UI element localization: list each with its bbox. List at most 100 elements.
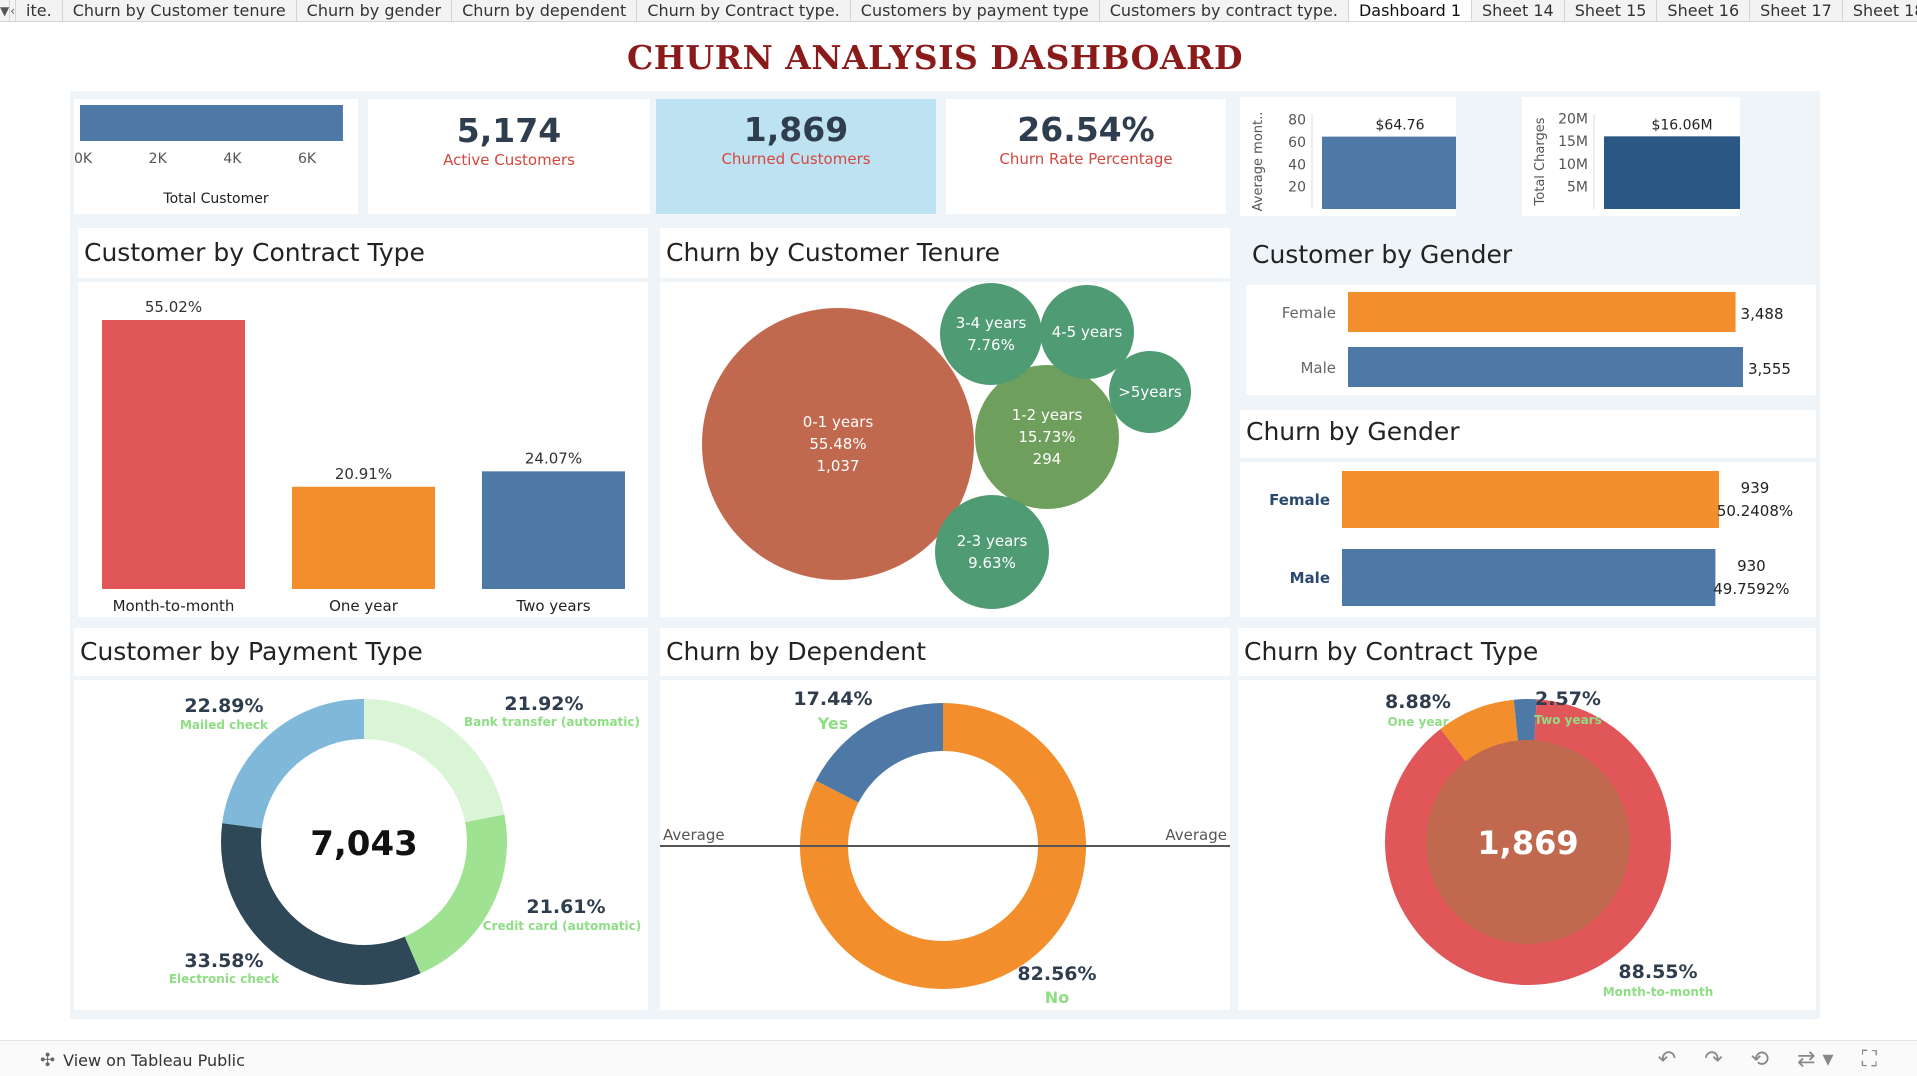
tenure-bubble-label-0: 0-1 years	[803, 413, 874, 431]
contract-bar-0[interactable]	[102, 320, 245, 589]
tenure-chart[interactable]: 0-1 years 55.48% 1,037 1-2 years 15.73% 294 2-…	[660, 282, 1230, 617]
total-customer-bar[interactable]	[80, 105, 343, 141]
tab-scroll-left-icon[interactable]: ‹	[10, 0, 17, 21]
contract-bar-2[interactable]	[482, 471, 625, 589]
payment-type-chart[interactable]: 7,043 21.92%Bank transfer (automatic) 21.6…	[74, 680, 648, 1010]
churn-gender-count-1: 930	[1737, 557, 1766, 575]
churn-contract-name-2: One year	[1387, 715, 1448, 729]
total-customer-tick: 4K	[223, 151, 242, 167]
undo-icon[interactable]: ↶	[1657, 1047, 1677, 1072]
total-charges-panel: 5M 10M 15M 20M $16.06M Total Charges	[1522, 97, 1760, 216]
value-bar[interactable]	[1322, 136, 1478, 209]
gender-bar-1[interactable]	[1348, 347, 1743, 387]
sheet-tab-8[interactable]: Sheet 14	[1472, 0, 1565, 21]
churn-contract-center[interactable]	[1426, 740, 1630, 944]
y-axis-label: Total Charges	[1533, 117, 1548, 206]
tab-menu-icon[interactable]: ▼	[0, 0, 11, 21]
sheet-tab-bar: ▼ ‹ ite. Churn by Customer tenure Churn by…	[0, 0, 1917, 22]
churn-gender-category-0: Female	[1269, 491, 1330, 509]
data-label: $64.76	[1376, 118, 1425, 134]
dependent-slice-1[interactable]	[815, 703, 943, 803]
tenure-bubble-0[interactable]	[702, 308, 974, 580]
view-on-tableau-link[interactable]: ✣ View on Tableau Public	[40, 1050, 245, 1071]
y-tick: 80	[1288, 113, 1306, 129]
sheet-tabs: ite. Churn by Customer tenure Churn by gen…	[16, 0, 1917, 21]
churn-contract-name-0: Two years	[1534, 713, 1602, 727]
sheet-tab-0[interactable]: ite.	[16, 0, 63, 21]
sheet-tab-7[interactable]: Dashboard 1	[1348, 0, 1473, 21]
contract-category-2: Two years	[515, 597, 590, 615]
churned-customers-kpi[interactable]: 1,869 Churned Customers	[656, 99, 936, 214]
sheet-tab-1[interactable]: Churn by Customer tenure	[63, 0, 297, 21]
value-bar[interactable]	[1604, 136, 1760, 209]
tenure-bubble-label-1: 15.73%	[1018, 428, 1075, 446]
tenure-bubble-5[interactable]	[1109, 351, 1191, 433]
dashboard-title: CHURN ANALYSIS DASHBOARD	[626, 38, 1244, 77]
payment-name-2: Electronic check	[169, 972, 280, 986]
churn-gender-header: Churn by Gender	[1240, 410, 1816, 458]
fullscreen-icon[interactable]: ⛶	[1861, 1047, 1877, 1072]
churn-gender-bar-1[interactable]	[1342, 549, 1716, 606]
gender-bar-0[interactable]	[1348, 292, 1736, 332]
sheet-tab-10[interactable]: Sheet 16	[1657, 0, 1751, 21]
refresh-icon[interactable]: ⇄ ▾	[1797, 1047, 1834, 1072]
sheet-tab-5[interactable]: Customers by payment type	[851, 0, 1100, 21]
churn-rate-kpi[interactable]: 26.54% Churn Rate Percentage	[946, 99, 1226, 214]
payment-slice-2[interactable]	[221, 823, 421, 985]
tenure-bubble-label-1: 294	[1033, 450, 1062, 468]
tenure-bubble-2[interactable]	[935, 495, 1049, 609]
churn-rate-value: 26.54%	[1017, 110, 1155, 149]
tenure-bubble-label-5: >5years	[1118, 383, 1182, 401]
tenure-bubble-1[interactable]	[975, 365, 1119, 509]
tenure-header: Churn by Customer Tenure	[660, 228, 1230, 278]
sheet-tab-11[interactable]: Sheet 17	[1750, 0, 1843, 21]
gender-panel: Female 3,488 Male 3,555	[1246, 285, 1816, 395]
active-customers-label: Active Customers	[443, 151, 575, 169]
total-charges-chart[interactable]: 5M 10M 15M 20M $16.06M Total Charges	[1522, 97, 1760, 216]
sheet-tab-9[interactable]: Sheet 15	[1565, 0, 1658, 21]
contract-bar-label-0: 55.02%	[145, 298, 202, 316]
payment-pct-2: 33.58%	[184, 950, 263, 972]
payment-type-panel: 7,043 21.92% Bank transfer (automatic) 21.6…	[74, 680, 648, 1010]
sheet-tab-2[interactable]: Churn by gender	[297, 0, 453, 21]
tenure-bubble-label-1: 1-2 years	[1012, 406, 1083, 424]
sheet-tab-3[interactable]: Churn by dependent	[452, 0, 638, 21]
payment-slice-1[interactable]	[404, 814, 507, 974]
tenure-bubble-4[interactable]	[1040, 285, 1134, 379]
revert-icon[interactable]: ⟲	[1750, 1047, 1770, 1072]
payment-slice-0[interactable]	[364, 699, 505, 823]
sheet-tab-12[interactable]: Sheet 18	[1843, 0, 1917, 21]
dependent-slice-0[interactable]	[800, 703, 1086, 989]
gender-title: Customer by Gender	[1252, 240, 1513, 269]
y-tick: 20M	[1558, 112, 1588, 128]
footer-bar: ✣ View on Tableau Public ↶ ↷ ⟲ ⇄ ▾ ⛶	[0, 1040, 1917, 1076]
contract-bar-1[interactable]	[292, 486, 435, 589]
dependent-chart[interactable]: Average Average 82.56% No 17.44% Yes	[660, 680, 1230, 1010]
redo-icon[interactable]: ↷	[1704, 1047, 1723, 1072]
y-tick: 40	[1288, 157, 1306, 173]
tenure-panel: 0-1 years 55.48% 1,037 1-2 years 15.73% 294 2-…	[660, 282, 1230, 617]
churn-contract-center-label: 1,869	[1477, 824, 1578, 862]
gender-chart[interactable]: Female 3,488 Male 3,555	[1246, 285, 1816, 395]
sheet-tab-4[interactable]: Churn by Contract type.	[637, 0, 851, 21]
active-customers-kpi[interactable]: 5,174 Active Customers	[368, 99, 650, 214]
churn-contract-panel: 1,869 2.57% Two years 88.55% Month-to-month 8…	[1238, 680, 1816, 1010]
payment-pct-1: 21.61%	[526, 896, 605, 918]
churned-customers-value: 1,869	[743, 110, 849, 149]
churn-gender-chart[interactable]: Female 939 50.2408% Male 930 49.7592%	[1240, 462, 1816, 617]
avg-monthly-charges-chart[interactable]: 20 40 60 80 $64.76 Average mont..	[1240, 97, 1478, 216]
churn-contract-title: Churn by Contract Type	[1244, 637, 1539, 666]
sheet-tab-6[interactable]: Customers by contract type.	[1100, 0, 1349, 21]
churn-gender-bar-0[interactable]	[1342, 471, 1719, 528]
total-customer-chart[interactable]: 0K 2K 4K 6K Total Customer	[74, 99, 358, 214]
tableau-logo-icon: ✣	[40, 1050, 56, 1071]
data-label: $16.06M	[1651, 117, 1712, 133]
total-customer-axis-label: Total Customer	[162, 191, 268, 207]
payment-slice-3[interactable]	[222, 699, 364, 829]
contract-category-0: Month-to-month	[113, 597, 235, 615]
tenure-bubble-3[interactable]	[940, 283, 1042, 385]
contract-type-chart[interactable]: 55.02% Month-to-month 20.91% One year 24.07%…	[78, 282, 648, 617]
churn-contract-chart[interactable]: 1,869 2.57% Two years 88.55% Month-to-month 8…	[1238, 680, 1816, 1010]
tenure-bubble-label-0: 1,037	[817, 457, 860, 475]
contract-bar-label-1: 20.91%	[335, 465, 392, 483]
